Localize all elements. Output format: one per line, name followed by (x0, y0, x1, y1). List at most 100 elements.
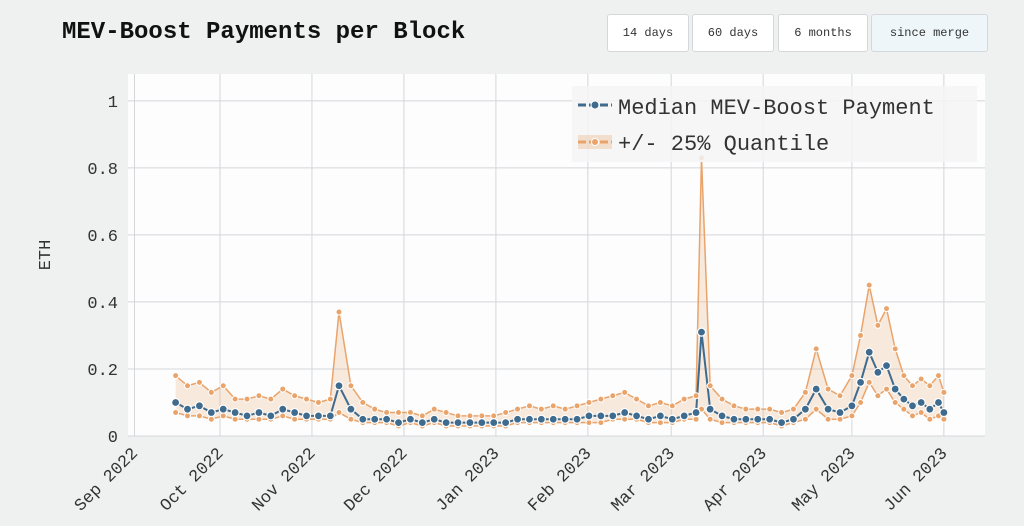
y-axis-label: ETH (37, 240, 56, 271)
quantile-marker (172, 409, 180, 417)
quantile-marker (730, 402, 738, 410)
quantile-marker (359, 398, 367, 406)
y-tick-label: 0 (108, 429, 118, 448)
x-tick-label: Dec 2022 (341, 445, 412, 516)
quantile-marker (303, 395, 311, 403)
median-marker (489, 417, 499, 428)
quantile-marker (395, 409, 403, 417)
range-button[interactable]: since merge (871, 14, 988, 52)
x-tick-label: Mar 2023 (608, 445, 679, 516)
median-marker (477, 417, 487, 428)
range-button[interactable]: 14 days (607, 14, 689, 52)
quantile-marker (706, 415, 714, 423)
median-marker (358, 414, 368, 424)
quantile-marker (514, 405, 522, 413)
median-marker (788, 414, 799, 424)
quantile-marker (371, 405, 379, 413)
quantile-marker (255, 392, 263, 400)
quantile-marker (824, 415, 832, 423)
quantile-marker (335, 409, 343, 417)
quantile-marker (824, 385, 832, 393)
quantile-marker (801, 415, 809, 423)
median-marker (696, 327, 707, 337)
median-marker (667, 414, 677, 424)
quantile-marker (609, 392, 617, 400)
quantile-marker (633, 395, 641, 403)
median-marker (218, 404, 228, 414)
x-tick-label: Sep 2022 (72, 445, 143, 516)
quantile-marker (883, 305, 891, 313)
median-marker (855, 377, 866, 387)
median-marker (753, 414, 763, 424)
median-marker (717, 411, 727, 421)
median-marker (171, 397, 181, 408)
median-marker (536, 414, 546, 424)
quantile-marker (940, 388, 948, 396)
quantile-marker (812, 345, 820, 353)
median-marker (907, 401, 918, 411)
quantile-marker (184, 412, 192, 420)
median-marker (890, 384, 900, 394)
quantile-marker (812, 405, 820, 413)
quantile-marker (326, 395, 334, 403)
median-marker (800, 404, 810, 414)
quantile-marker (801, 388, 809, 396)
quantile-marker (857, 398, 865, 406)
median-marker (512, 414, 523, 424)
quantile-marker (917, 375, 925, 383)
quantile-marker (597, 419, 605, 427)
range-button[interactable]: 6 months (778, 14, 868, 52)
quantile-marker (195, 378, 203, 386)
quantile-marker (668, 402, 676, 410)
median-marker (705, 404, 715, 414)
median-marker (873, 367, 883, 377)
median-marker (370, 414, 380, 424)
median-marker (847, 401, 857, 411)
quantile-marker (255, 415, 263, 423)
quantile-marker (585, 419, 593, 427)
quantile-marker (621, 388, 629, 396)
median-marker (939, 407, 949, 418)
chart-title: MEV-Boost Payments per Block (62, 19, 465, 46)
median-marker (620, 407, 630, 418)
quantile-marker (573, 402, 581, 410)
quantile-marker (778, 409, 786, 417)
quantile-marker (865, 378, 873, 386)
quantile-marker (891, 398, 899, 406)
quantile-marker (442, 409, 450, 417)
quantile-upper-line (175, 157, 945, 417)
median-marker (242, 411, 252, 421)
quantile-marker (195, 412, 203, 420)
quantile-marker (754, 405, 762, 413)
median-marker (643, 414, 654, 424)
quantile-marker (335, 308, 343, 316)
y-tick-label: 0.4 (87, 295, 118, 314)
quantile-marker (478, 412, 486, 420)
quantile-marker (279, 385, 287, 393)
quantile-marker (836, 392, 844, 400)
median-marker (524, 414, 535, 424)
x-tick-label: Oct 2022 (157, 445, 228, 516)
quantile-marker (347, 382, 355, 390)
quantile-marker (231, 395, 239, 403)
median-marker (206, 407, 216, 418)
quantile-marker (430, 405, 438, 413)
median-marker (266, 411, 276, 421)
range-button[interactable]: 60 days (692, 14, 774, 52)
quantile-marker (836, 415, 844, 423)
median-marker (453, 417, 463, 428)
y-tick-label: 0.6 (87, 228, 118, 247)
median-marker (741, 414, 751, 424)
x-tick-label: Jun 2023 (881, 445, 952, 516)
quantile-marker (766, 405, 774, 413)
quantile-marker (891, 345, 899, 353)
quantile-marker (549, 402, 557, 410)
median-marker (729, 414, 739, 424)
quantile-marker (848, 372, 856, 380)
quantile-marker (883, 385, 891, 393)
x-tick-label: Nov 2022 (249, 445, 320, 516)
quantile-marker (644, 402, 652, 410)
x-tick-label: Feb 2023 (525, 445, 596, 516)
quantile-band (175, 157, 944, 426)
